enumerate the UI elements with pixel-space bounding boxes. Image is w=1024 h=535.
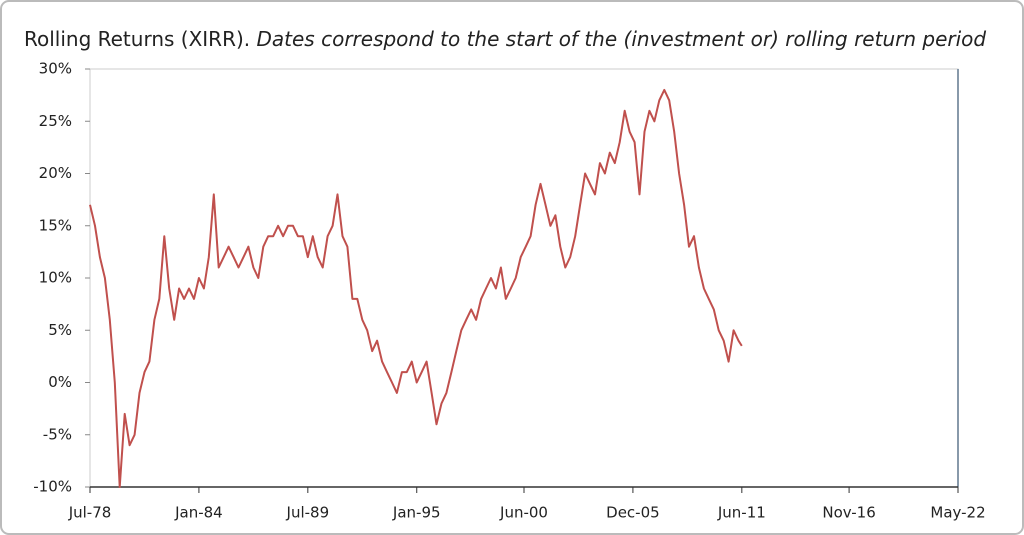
x-tick-label: Jul-89 [286, 504, 330, 522]
chart-subtitle: Dates correspond to the start of the (in… [257, 27, 987, 51]
y-tick-label: -10% [33, 478, 72, 496]
series-line [89, 88, 743, 488]
x-tick-label: May-22 [930, 504, 985, 522]
y-tick-label: 0% [48, 373, 72, 391]
x-tick-label: Jan-84 [174, 504, 223, 522]
title: Rolling Returns (XIRR). Dates correspond… [24, 27, 986, 51]
x-tick-label: Jun-00 [499, 504, 548, 522]
x-tick-label: Dec-05 [606, 504, 660, 522]
y-tick-label: 20% [39, 164, 72, 182]
x-tick-label: Jul-78 [68, 504, 112, 522]
x-tick-label: Nov-16 [822, 504, 875, 522]
y-tick-label: 30% [39, 60, 72, 78]
x-tick-label: Jan-95 [392, 504, 441, 522]
y-tick-label: 25% [39, 112, 72, 130]
chart-title: Rolling Returns (XIRR). [24, 27, 250, 51]
y-tick-label: -5% [43, 425, 72, 443]
y-tick-label: 15% [39, 216, 72, 234]
y-tick-label: 10% [39, 269, 72, 287]
y-tick-label: 5% [48, 321, 72, 339]
x-tick-label: Jun-11 [717, 504, 766, 522]
